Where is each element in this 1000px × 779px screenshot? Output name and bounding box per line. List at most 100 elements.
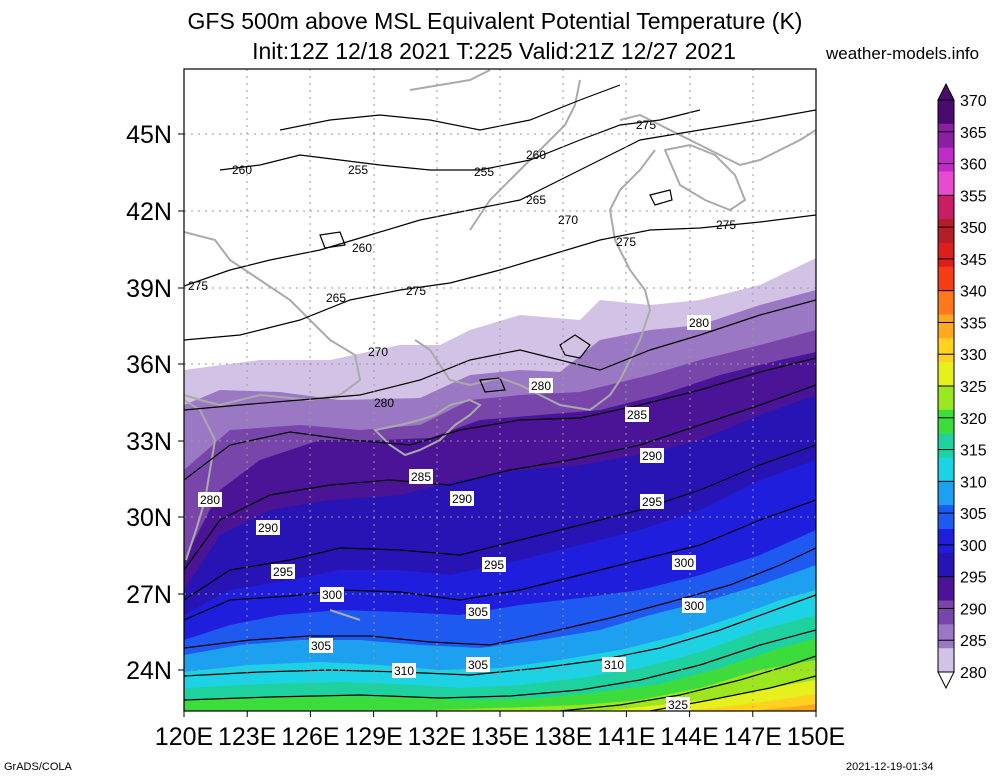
x-tick-label: 141E <box>597 723 655 751</box>
colorbar-swatch <box>938 433 954 458</box>
svg-text:260: 260 <box>232 163 252 177</box>
contour-label: 275 <box>616 235 636 249</box>
contour-label: 285 <box>625 407 649 422</box>
map-title: GFS 500m above MSL Equivalent Potential … <box>187 8 803 34</box>
colorbar-label: 365 <box>960 125 987 142</box>
colorbar-swatch <box>938 624 954 649</box>
brand-text: weather-models.info <box>826 44 980 63</box>
svg-text:255: 255 <box>474 165 494 179</box>
colorbar-label: 305 <box>960 506 987 523</box>
svg-text:275: 275 <box>716 218 736 232</box>
contour-label: 260 <box>352 241 372 255</box>
colorbar-swatch <box>938 100 954 125</box>
contour-label: 275 <box>716 218 736 232</box>
contour-label: 310 <box>602 657 626 672</box>
colorbar-label: 295 <box>960 570 987 587</box>
colorbar-swatch <box>938 290 954 315</box>
map-subtitle: Init:12Z 12/18 2021 T:225 Valid:21Z 12/2… <box>252 38 736 64</box>
contour-label: 260 <box>526 148 546 162</box>
colorbar: 370 365 360 355 350 345 340 335 330 325 320 315 310 3… <box>937 82 987 690</box>
x-tick-label: 129E <box>344 723 402 751</box>
contour-label: 310 <box>392 663 416 678</box>
svg-text:295: 295 <box>484 558 504 572</box>
contour-label: 280 <box>529 378 553 393</box>
y-tick-label: 42N <box>126 198 172 226</box>
colorbar-label: 355 <box>960 188 987 205</box>
contour-label: 275 <box>406 284 426 298</box>
contour-label: 275 <box>188 279 208 293</box>
colorbar-swatch <box>938 386 954 411</box>
colorbar-swatch <box>938 171 954 196</box>
contour-label: 305 <box>309 638 333 653</box>
svg-text:305: 305 <box>468 658 488 672</box>
band-330 <box>184 638 816 711</box>
svg-text:265: 265 <box>526 193 546 207</box>
contour-label: 300 <box>682 598 706 613</box>
colorbar-swatch <box>938 123 954 149</box>
contour-label: 290 <box>256 520 280 535</box>
contour-label: 275 <box>636 118 656 132</box>
band-350 <box>750 704 816 711</box>
colorbar-label: 310 <box>960 474 987 491</box>
colorbar-min-arrow <box>937 671 955 690</box>
y-axis: 45N 42N 39N 36N 33N 30N 27N 24N <box>126 121 184 685</box>
svg-text:280: 280 <box>531 379 551 393</box>
colorbar-swatch <box>938 243 954 268</box>
colorbar-label: 350 <box>960 220 987 237</box>
svg-text:255: 255 <box>348 163 368 177</box>
colorbar-swatch <box>938 529 954 554</box>
svg-text:280: 280 <box>689 316 709 330</box>
colorbar-label: 315 <box>960 443 987 460</box>
y-tick-label: 30N <box>126 504 172 532</box>
software-credit: GrADS/COLA <box>4 761 72 773</box>
colorbar-swatch <box>938 338 954 363</box>
colorbar-swatch <box>938 147 954 172</box>
svg-text:305: 305 <box>468 605 488 619</box>
svg-text:280: 280 <box>374 396 394 410</box>
contour-label: 280 <box>198 492 222 507</box>
colorbar-label: 345 <box>960 252 987 269</box>
y-tick-label: 24N <box>126 657 172 685</box>
x-tick-label: 120E <box>155 723 213 751</box>
svg-text:310: 310 <box>604 658 624 672</box>
colorbar-swatch <box>938 552 954 578</box>
contour-label: 295 <box>482 557 506 572</box>
x-tick-label: 123E <box>218 723 276 751</box>
contour-label: 265 <box>326 291 346 305</box>
x-tick-label: 147E <box>724 723 782 751</box>
colorbar-max-arrow <box>937 82 955 101</box>
contour-lines <box>184 84 816 711</box>
contour-label: 255 <box>474 165 494 179</box>
x-axis: 120E 123E 126E 129E 132E 135E 138E 141E 144E 147E… <box>155 711 845 751</box>
colorbar-label: 370 <box>960 93 987 110</box>
y-tick-label: 33N <box>126 428 172 456</box>
contour-label: 305 <box>466 604 490 619</box>
svg-text:300: 300 <box>674 556 694 570</box>
svg-text:285: 285 <box>411 470 431 484</box>
svg-text:285: 285 <box>627 408 647 422</box>
colorbar-label: 300 <box>960 538 987 555</box>
svg-text:295: 295 <box>273 565 293 579</box>
contour-label: 260 <box>232 163 252 177</box>
colorbar-swatch <box>938 648 954 673</box>
coastlines <box>184 69 816 621</box>
contour-label: 305 <box>466 657 490 672</box>
contour-label: 300 <box>672 555 696 570</box>
colorbar-swatch <box>938 457 954 482</box>
colorbar-swatch <box>938 481 954 506</box>
colorbar-swatch <box>938 576 954 601</box>
map-panel: 260 255 255 260 265 270 275 275 275 260 265 275 275 2… <box>184 69 816 711</box>
svg-text:290: 290 <box>452 492 472 506</box>
contour-label: 280 <box>374 396 394 410</box>
x-tick-label: 138E <box>534 723 592 751</box>
y-tick-label: 36N <box>126 351 172 379</box>
svg-text:290: 290 <box>258 521 278 535</box>
y-tick-label: 45N <box>126 121 172 149</box>
x-tick-label: 126E <box>281 723 339 751</box>
colorbar-swatch <box>938 600 954 625</box>
colorbar-label: 330 <box>960 347 987 364</box>
svg-text:300: 300 <box>684 599 704 613</box>
contour-label: 270 <box>558 213 578 227</box>
x-tick-label: 135E <box>471 723 529 751</box>
colorbar-label: 360 <box>960 157 987 174</box>
